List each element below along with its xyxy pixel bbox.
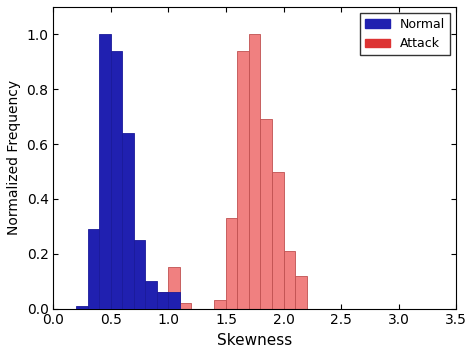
Bar [214, 300, 226, 308]
Bar [157, 292, 168, 308]
Bar [111, 51, 122, 308]
Bar [168, 292, 180, 308]
Bar [261, 119, 272, 308]
Legend: Normal, Attack: Normal, Attack [360, 13, 450, 55]
Bar [146, 281, 157, 308]
X-axis label: Skewness: Skewness [217, 333, 292, 348]
Bar [237, 51, 249, 308]
Bar [88, 229, 100, 308]
Y-axis label: Normalized Frequency: Normalized Frequency [7, 80, 21, 235]
Bar [76, 306, 88, 308]
Bar [226, 218, 237, 308]
Bar [122, 133, 134, 308]
Bar [134, 240, 146, 308]
Bar [157, 292, 168, 308]
Bar [283, 251, 295, 308]
Bar [249, 34, 261, 308]
Bar [180, 303, 191, 308]
Bar [295, 276, 307, 308]
Bar [272, 171, 283, 308]
Bar [168, 268, 180, 308]
Bar [100, 34, 111, 308]
